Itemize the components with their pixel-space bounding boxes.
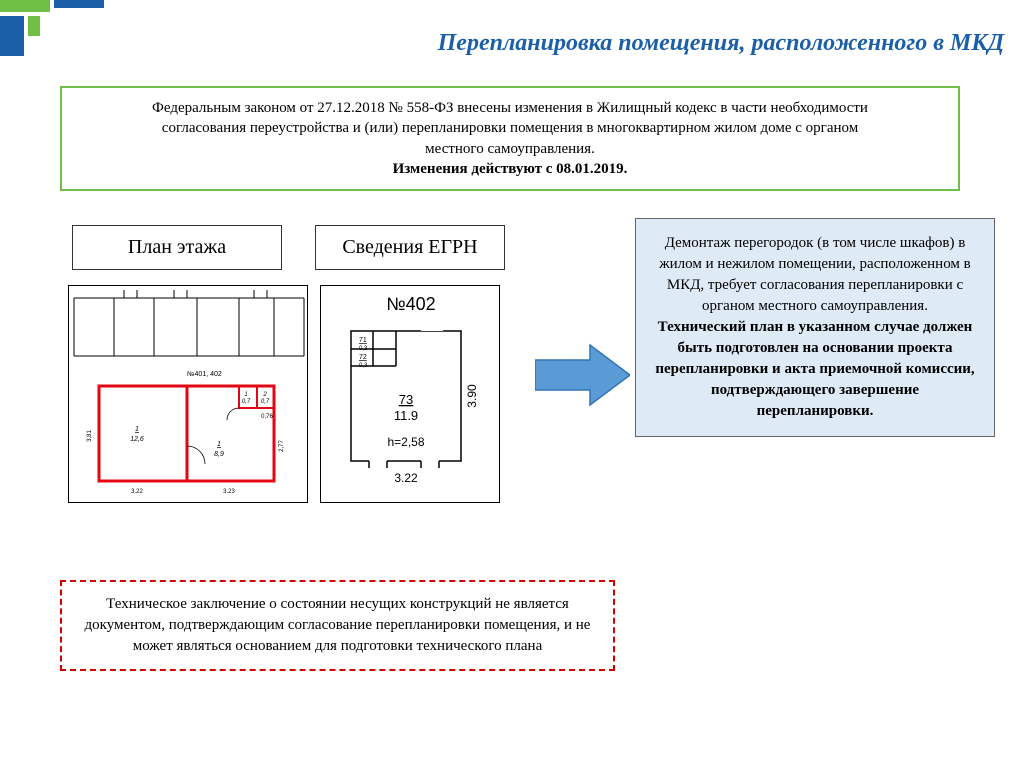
egrn-h: h=2,58 [387,435,424,449]
egrn-diagram: №402 71 0,3 72 0,3 73 11.9 h=2,58 [320,285,500,503]
egrn-dim-b: 3.22 [394,471,418,485]
page-title: Перепланировка помещения, расположенного… [438,30,1004,57]
egrn-r2n: 72 [359,354,367,361]
egrn-r2a: 0,3 [359,363,368,369]
egrn-r1a: 0,3 [359,346,368,352]
egrn-dim-r: 3.90 [465,384,479,408]
info-box: Демонтаж перегородок (в том числе шкафов… [635,218,995,437]
fp-r1n: 1 [135,426,139,433]
law-line1: Федеральным законом от 27.12.2018 № 558-… [152,100,868,116]
fp-h: 0,76 [261,414,273,420]
info-text1: Демонтаж перегородок (в том числе шкафов… [659,235,970,314]
fp-r3a2: 0,7 [261,399,270,405]
tech-box: Техническое заключение о состоянии несущ… [60,580,615,671]
fp-r2a: 8,9 [214,451,224,458]
fp-ref: №401, 402 [187,371,222,378]
fp-r3a: 0,7 [242,399,251,405]
info-text2: Технический план в указанном случае долж… [655,319,974,419]
fp-dim-b: 3.23 [223,489,235,495]
law-line2: согласования переустройства и (или) пере… [162,120,858,136]
law-line3: местного самоуправления. [425,141,595,157]
egrn-r1n: 71 [359,337,367,344]
fp-dim-c: 3,81 [87,430,93,442]
plan-label-egrn: Сведения ЕГРН [315,225,505,270]
egrn-unit: №402 [386,294,435,314]
egrn-main-a: 11.9 [394,408,418,423]
fp-r3n2: 2 [262,392,267,398]
fp-r1a: 12,6 [130,436,144,443]
fp-dim-a: 3.22 [131,489,143,495]
fp-dim-d: 2,77 [279,440,285,452]
arrow-icon [535,340,630,410]
law-line4: Изменения действуют с 08.01.2019. [393,161,628,177]
law-box: Федеральным законом от 27.12.2018 № 558-… [60,86,960,191]
fp-r2n: 1 [217,441,221,448]
corner-decor [0,0,160,60]
fp-r3n: 1 [244,392,247,398]
plan-label-floor: План этажа [72,225,282,270]
tech-text: Техническое заключение о состоянии несущ… [85,596,591,654]
egrn-main-n: 73 [399,392,413,407]
floorplan-diagram: №401, 402 1 12,6 1 8,9 1 0,7 2 0,7 3.22 … [68,285,308,503]
